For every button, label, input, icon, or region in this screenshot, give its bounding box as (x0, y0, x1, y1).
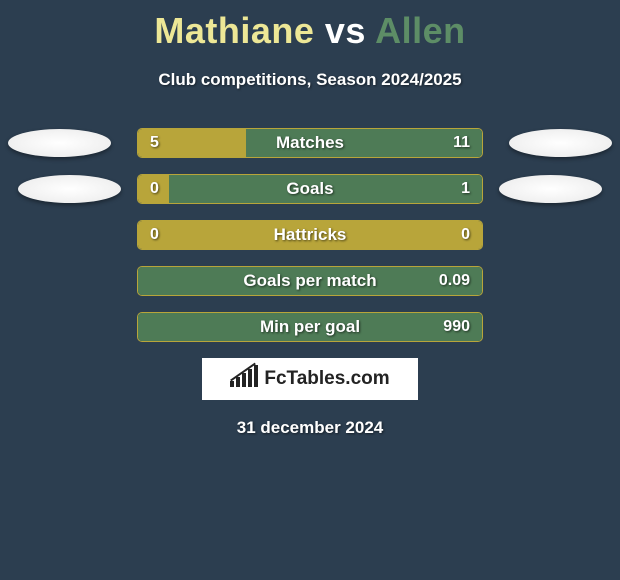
stat-label: Matches (276, 133, 344, 153)
stat-left-value: 5 (150, 134, 159, 152)
stat-bar: Min per goal 990 (137, 312, 483, 342)
stat-row: 5 Matches 11 (0, 128, 620, 158)
player1-name: Mathiane (154, 10, 314, 51)
stat-left-value: 0 (150, 226, 159, 244)
stat-left-value: 0 (150, 180, 159, 198)
comparison-title: Mathiane vs Allen (0, 0, 620, 52)
stat-label: Min per goal (260, 317, 360, 337)
logo-text: FcTables.com (264, 368, 389, 390)
team-badge-right (499, 175, 602, 203)
logo-box: FcTables.com (202, 358, 418, 400)
stat-right-value: 1 (461, 180, 470, 198)
vs-text: vs (325, 10, 366, 51)
stat-bar: 5 Matches 11 (137, 128, 483, 158)
stat-label: Goals (286, 179, 333, 199)
logo: FcTables.com (230, 365, 389, 393)
subtitle: Club competitions, Season 2024/2025 (0, 70, 620, 90)
stat-right-value: 11 (453, 134, 470, 152)
stat-row: 0 Hattricks 0 (0, 220, 620, 250)
stat-label: Hattricks (274, 225, 347, 245)
stat-row: Min per goal 990 (0, 312, 620, 342)
stat-bar: 0 Hattricks 0 (137, 220, 483, 250)
stat-right-value: 990 (443, 318, 470, 336)
stat-right-value: 0.09 (439, 272, 470, 290)
team-badge-left (18, 175, 121, 203)
stats-rows: 5 Matches 11 0 Goals 1 0 Hattricks 0 Goals per ma… (0, 128, 620, 342)
stat-bar: Goals per match 0.09 (137, 266, 483, 296)
stat-bar: 0 Goals 1 (137, 174, 483, 204)
player2-name: Allen (375, 10, 466, 51)
stat-label: Goals per match (243, 271, 376, 291)
stat-row: 0 Goals 1 (0, 174, 620, 204)
date: 31 december 2024 (0, 418, 620, 438)
logo-chart-icon (230, 365, 264, 393)
stat-right-value: 0 (461, 226, 470, 244)
stat-row: Goals per match 0.09 (0, 266, 620, 296)
team-badge-left (8, 129, 111, 157)
team-badge-right (509, 129, 612, 157)
